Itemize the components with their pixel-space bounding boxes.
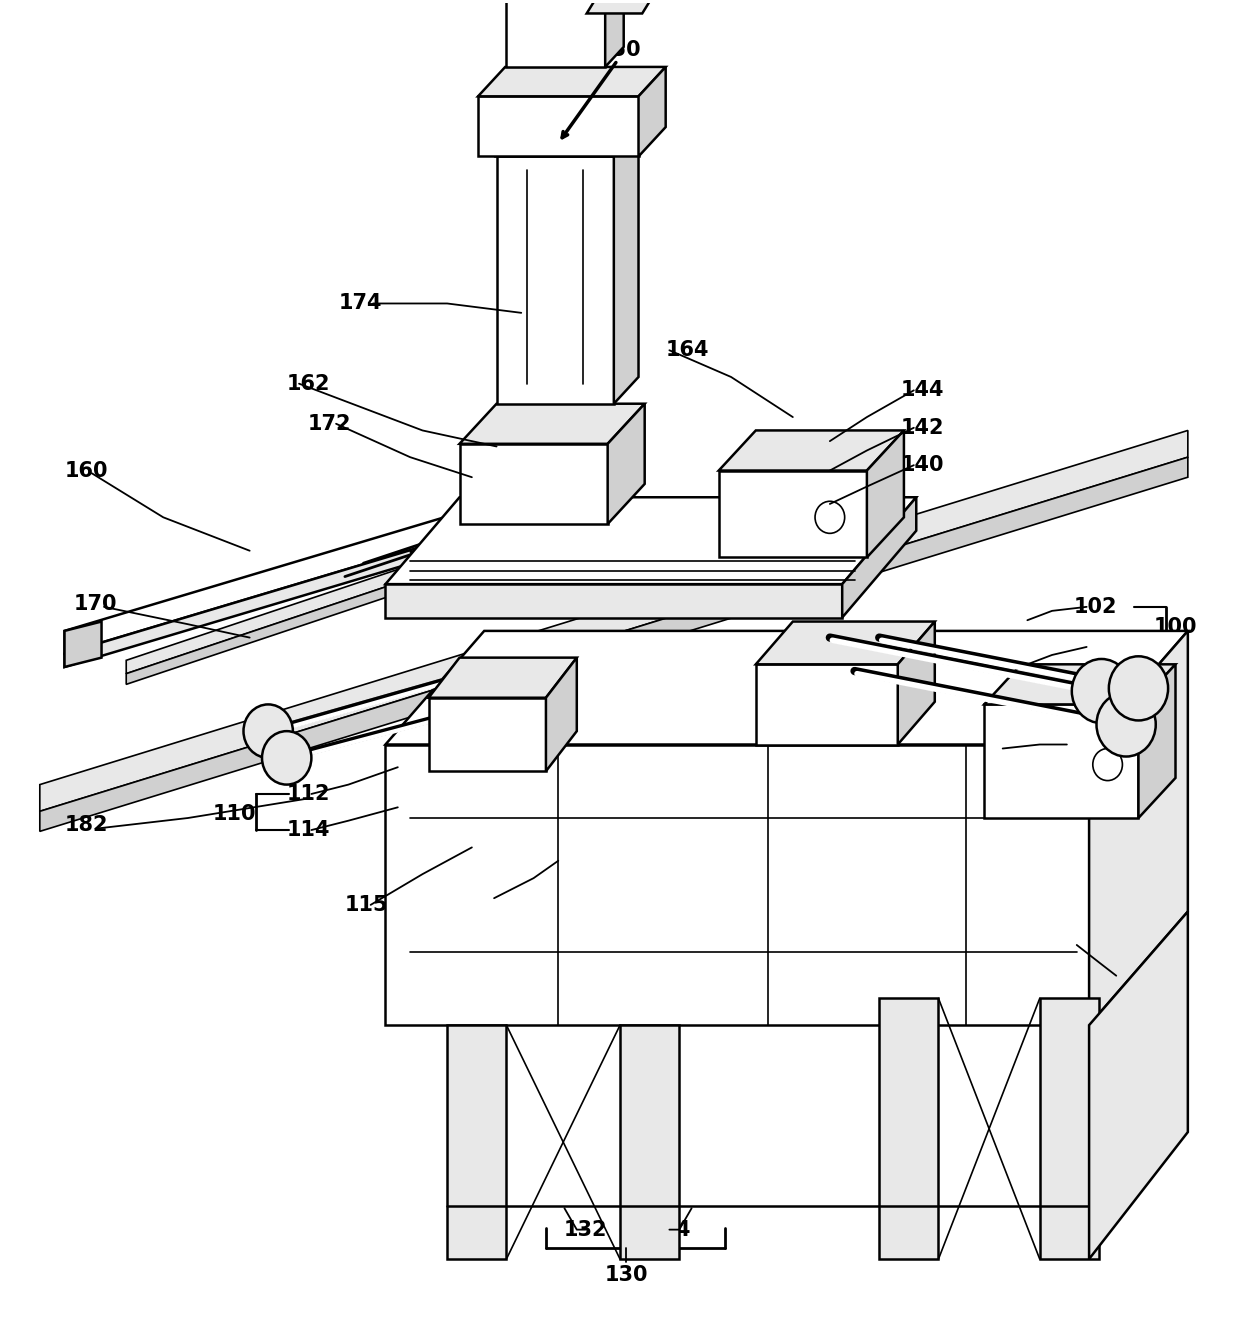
Polygon shape bbox=[460, 444, 608, 523]
Polygon shape bbox=[867, 431, 904, 557]
Polygon shape bbox=[756, 664, 898, 745]
Text: 102: 102 bbox=[1074, 597, 1117, 617]
Polygon shape bbox=[429, 658, 577, 698]
Text: 174: 174 bbox=[339, 294, 382, 314]
Polygon shape bbox=[448, 1025, 506, 1259]
Text: 172: 172 bbox=[309, 413, 352, 433]
Polygon shape bbox=[614, 130, 639, 404]
Polygon shape bbox=[1089, 631, 1188, 1025]
Polygon shape bbox=[898, 621, 935, 745]
Polygon shape bbox=[460, 404, 645, 444]
Polygon shape bbox=[496, 130, 639, 157]
Polygon shape bbox=[1089, 911, 1188, 1259]
Polygon shape bbox=[879, 998, 939, 1259]
Circle shape bbox=[815, 502, 844, 533]
Polygon shape bbox=[842, 498, 916, 617]
Polygon shape bbox=[719, 471, 867, 557]
Polygon shape bbox=[639, 67, 666, 157]
Text: 100: 100 bbox=[1153, 617, 1198, 637]
Polygon shape bbox=[546, 658, 577, 772]
Polygon shape bbox=[479, 97, 639, 157]
Polygon shape bbox=[1138, 664, 1176, 819]
Text: 114: 114 bbox=[288, 820, 331, 840]
Polygon shape bbox=[719, 431, 904, 471]
Polygon shape bbox=[64, 491, 533, 654]
Circle shape bbox=[1096, 692, 1156, 757]
Text: 222: 222 bbox=[1055, 734, 1099, 754]
Polygon shape bbox=[429, 698, 546, 772]
Text: 170: 170 bbox=[73, 595, 117, 615]
Circle shape bbox=[1092, 749, 1122, 781]
Text: 140: 140 bbox=[900, 455, 944, 475]
Polygon shape bbox=[587, 0, 655, 13]
Polygon shape bbox=[126, 537, 533, 684]
Polygon shape bbox=[64, 621, 102, 667]
Polygon shape bbox=[1039, 998, 1099, 1259]
Text: 115: 115 bbox=[345, 895, 389, 915]
Text: 104: 104 bbox=[1074, 637, 1117, 658]
Text: 134: 134 bbox=[647, 1220, 691, 1240]
Text: 112: 112 bbox=[288, 784, 331, 804]
Polygon shape bbox=[620, 1025, 680, 1259]
Polygon shape bbox=[608, 404, 645, 523]
Circle shape bbox=[1109, 656, 1168, 721]
Text: 224: 224 bbox=[469, 888, 512, 909]
Text: 150: 150 bbox=[598, 39, 642, 59]
Text: 160: 160 bbox=[64, 460, 108, 480]
Text: 142: 142 bbox=[900, 417, 944, 437]
Text: 144: 144 bbox=[900, 380, 944, 400]
Circle shape bbox=[1071, 659, 1131, 723]
Polygon shape bbox=[40, 458, 1188, 832]
Polygon shape bbox=[506, 0, 605, 67]
Circle shape bbox=[262, 731, 311, 785]
Text: 132: 132 bbox=[564, 1220, 608, 1240]
Polygon shape bbox=[64, 513, 533, 667]
Polygon shape bbox=[479, 67, 666, 97]
Polygon shape bbox=[126, 523, 533, 674]
Text: 226: 226 bbox=[1105, 966, 1148, 986]
Text: 162: 162 bbox=[288, 373, 331, 393]
Polygon shape bbox=[386, 745, 1089, 1025]
Text: 164: 164 bbox=[666, 341, 709, 360]
Text: 130: 130 bbox=[604, 1266, 649, 1286]
Polygon shape bbox=[40, 431, 1188, 812]
Circle shape bbox=[243, 705, 293, 758]
Polygon shape bbox=[985, 705, 1138, 819]
Polygon shape bbox=[985, 664, 1176, 705]
Polygon shape bbox=[756, 621, 935, 664]
Text: 182: 182 bbox=[64, 815, 108, 835]
Polygon shape bbox=[386, 498, 916, 584]
Polygon shape bbox=[386, 631, 1188, 745]
Polygon shape bbox=[496, 157, 614, 404]
Text: 110: 110 bbox=[213, 804, 257, 824]
Polygon shape bbox=[386, 584, 842, 617]
Polygon shape bbox=[605, 0, 624, 67]
